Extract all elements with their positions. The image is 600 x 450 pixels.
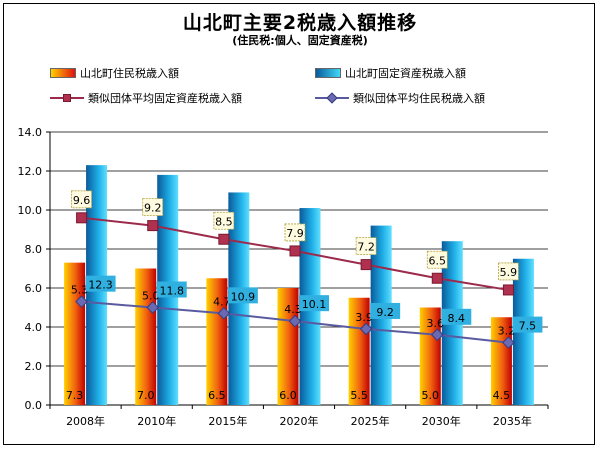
data-label-peer-property-tax: 8.5: [215, 215, 233, 228]
point-peer-resident-tax: [430, 328, 444, 342]
legend-swatch: [315, 68, 341, 78]
data-label-box-peer-property-tax: [71, 190, 92, 209]
data-label-peer-resident-tax: 3.6: [427, 317, 445, 330]
point-peer-property-tax: [76, 212, 88, 224]
point-peer-resident-tax: [75, 295, 88, 309]
data-label-town-resident-tax: 4.5: [493, 389, 511, 402]
data-label-town-property-tax: 8.4: [448, 312, 466, 325]
data-label-town-resident-tax: 7.0: [137, 389, 155, 402]
point-peer-resident-tax: [146, 301, 160, 314]
x-tick-label: 2010年: [137, 414, 176, 428]
data-label-box-town-property-tax: [299, 295, 329, 312]
legend-label: 山北町住民税歳入額: [80, 67, 179, 80]
data-label-peer-property-tax: 7.2: [357, 241, 375, 254]
data-label-box-town-property-tax: [512, 316, 543, 333]
y-tick-label: 2.0: [25, 360, 43, 373]
legend-label: 類似団体平均住民税歳入額: [353, 92, 485, 105]
data-label-box-town-property-tax: [156, 281, 187, 298]
point-peer-resident-tax: [217, 306, 231, 320]
point-peer-resident-tax: [359, 322, 373, 336]
y-tick-label: 10.0: [18, 204, 43, 217]
data-label-peer-resident-tax: 3.9: [355, 311, 373, 324]
data-label-town-resident-tax: 7.3: [66, 389, 84, 402]
legend-item-town-property-tax: 山北町固定資産税歳入額: [315, 66, 466, 80]
data-label-peer-resident-tax: 5.3: [71, 284, 89, 297]
data-label-box-peer-property-tax: [498, 262, 519, 281]
point-peer-property-tax: [431, 272, 443, 284]
x-tick-label: 2035年: [493, 414, 532, 428]
data-label-town-resident-tax: 5.5: [350, 389, 368, 402]
data-label-town-resident-tax: 5.0: [422, 389, 440, 402]
data-label-box-peer-property-tax: [355, 237, 377, 256]
y-tick-label: 14.0: [18, 126, 43, 139]
chart-subtitle: (住民税:個人、固定資産税): [232, 34, 368, 47]
chart-title: 山北町主要2税歳入額推移: [182, 12, 418, 34]
data-label-town-property-tax: 9.2: [376, 306, 394, 319]
data-label-box-peer-property-tax: [284, 223, 306, 242]
data-label-box-town-property-tax: [441, 308, 472, 325]
data-label-box-town-property-tax: [370, 302, 401, 319]
legend-item-peer-resident-tax: 類似団体平均住民税歳入額: [315, 91, 485, 105]
y-tick-label: 0.0: [25, 399, 43, 412]
legend-label: 類似団体平均固定資産税歳入額: [88, 92, 242, 105]
point-peer-property-tax: [360, 259, 372, 271]
x-tick-label: 2015年: [208, 414, 247, 428]
bar-town-resident-tax: [135, 268, 157, 405]
y-tick-label: 8.0: [25, 243, 43, 256]
point-peer-resident-tax: [288, 314, 302, 328]
data-label-peer-property-tax: 9.6: [73, 194, 91, 207]
point-peer-property-tax: [502, 284, 514, 296]
data-label-town-property-tax: 7.5: [519, 320, 537, 333]
x-tick-label: 2020年: [280, 414, 319, 428]
data-label-box-town-property-tax: [227, 287, 258, 304]
data-label-peer-property-tax: 5.9: [500, 266, 518, 279]
data-label-town-property-tax: 11.8: [159, 285, 184, 298]
y-tick-label: 4.0: [25, 321, 43, 334]
data-label-peer-resident-tax: 5.0: [142, 290, 160, 303]
x-tick-label: 2025年: [351, 414, 390, 428]
data-label-town-property-tax: 12.3: [88, 279, 113, 292]
data-label-box-town-property-tax: [85, 275, 116, 292]
point-peer-property-tax: [289, 245, 301, 257]
legend-swatch: [50, 68, 76, 78]
legend-label: 山北町固定資産税歳入額: [345, 67, 466, 80]
data-label-box-peer-property-tax: [142, 198, 164, 217]
data-label-peer-resident-tax: 3.2: [498, 325, 516, 338]
data-label-box-peer-property-tax: [426, 250, 448, 269]
y-tick-label: 6.0: [25, 282, 43, 295]
data-label-peer-property-tax: 9.2: [144, 202, 162, 215]
x-tick-label: 2008年: [66, 414, 105, 428]
point-peer-property-tax: [218, 233, 230, 245]
legend-item-town-resident-tax: 山北町住民税歳入額: [50, 66, 179, 80]
data-label-peer-property-tax: 7.9: [286, 227, 304, 240]
x-tick-label: 2030年: [422, 414, 461, 428]
data-label-town-property-tax: 10.9: [231, 290, 256, 303]
data-label-peer-resident-tax: 4.7: [213, 295, 231, 308]
legend-swatch: [50, 93, 84, 103]
data-label-town-resident-tax: 6.5: [208, 389, 226, 402]
y-tick-label: 12.0: [18, 165, 43, 178]
data-label-peer-resident-tax: 4.3: [284, 303, 302, 316]
data-label-town-property-tax: 10.1: [302, 298, 327, 311]
legend-item-peer-property-tax: 類似団体平均固定資産税歳入額: [50, 91, 242, 105]
data-label-box-peer-property-tax: [213, 211, 235, 230]
legend-swatch: [315, 92, 349, 104]
point-peer-resident-tax: [502, 336, 515, 349]
point-peer-property-tax: [147, 220, 159, 232]
data-label-town-resident-tax: 6.0: [279, 389, 297, 402]
data-label-peer-property-tax: 6.5: [429, 254, 447, 267]
